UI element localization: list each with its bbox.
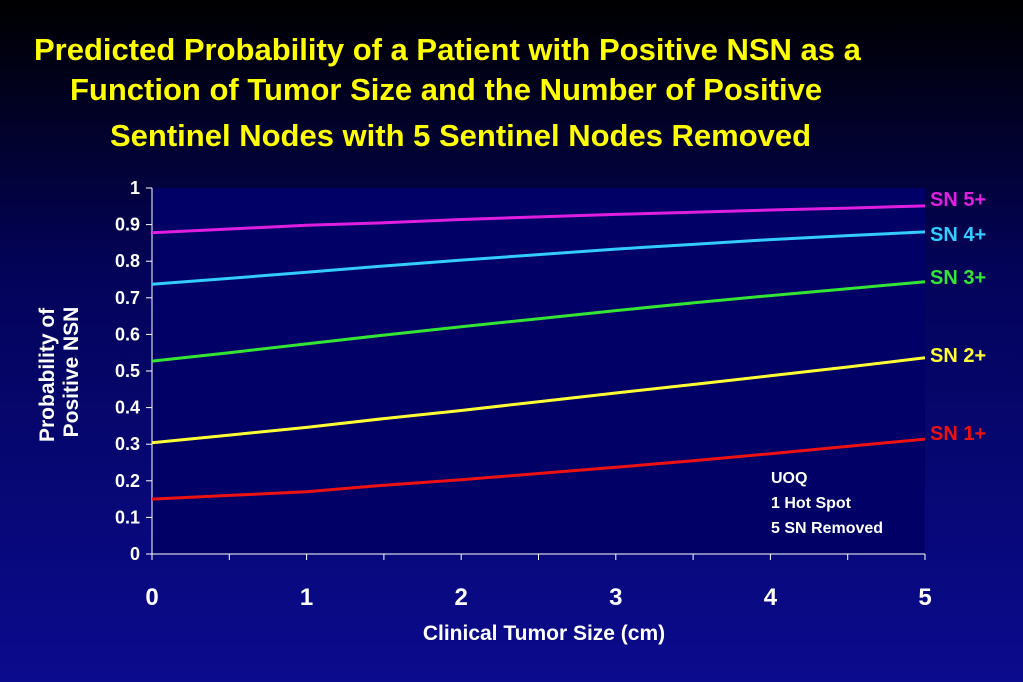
y-axis-label-line-1: Probability of (36, 307, 59, 442)
x-tick-label: 3 (609, 584, 622, 611)
series-label: SN 1+ (930, 423, 986, 445)
series-label: SN 4+ (930, 224, 986, 246)
x-tick-label: 5 (918, 584, 931, 611)
annotation-line-2: 1 Hot Spot (771, 495, 852, 512)
series-label: SN 2+ (930, 345, 986, 367)
x-tick-label: 0 (145, 584, 158, 611)
annotation: UOQ 1 Hot Spot 5 SN Removed (771, 470, 883, 537)
y-tick-label: 1 (130, 178, 140, 198)
y-tick-label: 0.9 (115, 215, 140, 235)
y-tick-label: 0.3 (115, 434, 140, 454)
annotation-line-1: UOQ (771, 470, 807, 487)
series-line (151, 280, 926, 363)
x-tick-label: 2 (455, 584, 468, 611)
title-line-3: Sentinel Nodes with 5 Sentinel Nodes Rem… (110, 118, 812, 153)
y-tick-label: 0.2 (115, 471, 140, 491)
y-tick-label: 0 (130, 544, 140, 564)
x-tick-label: 1 (300, 584, 313, 611)
title-line-2: Function of Tumor Size and the Number of… (70, 72, 823, 107)
y-axis-label-line-2: Positive NSN (60, 307, 83, 438)
x-axis-label: Clinical Tumor Size (cm) (423, 622, 665, 645)
axes: 0 0.1 0.2 0.3 0.4 0.5 0.6 0.7 0.8 0.9 1 0 1 2 3 4 5 (115, 178, 932, 611)
series-line (151, 356, 926, 445)
y-tick-label: 0.8 (115, 251, 140, 271)
y-tick-label: 0.6 (115, 324, 140, 344)
title-line-1: Predicted Probability of a Patient with … (34, 32, 861, 67)
y-tick-label: 0.1 (115, 507, 140, 527)
x-tick-label: 4 (764, 584, 778, 611)
annotation-line-3: 5 SN Removed (771, 520, 883, 537)
y-tick-label: 0.7 (115, 288, 140, 308)
y-tick-label: 0.5 (115, 361, 140, 381)
series-label: SN 3+ (930, 267, 986, 289)
series-lines (151, 204, 926, 501)
series-line (151, 204, 926, 235)
series-labels: SN 5+ SN 4+ SN 3+ SN 2+ SN 1+ (930, 189, 986, 445)
y-tick-label: 0.4 (115, 398, 140, 418)
y-axis-label: Probability of Positive NSN (36, 302, 83, 442)
series-line (151, 230, 926, 286)
series-label: SN 5+ (930, 189, 986, 211)
series-line (151, 437, 926, 501)
